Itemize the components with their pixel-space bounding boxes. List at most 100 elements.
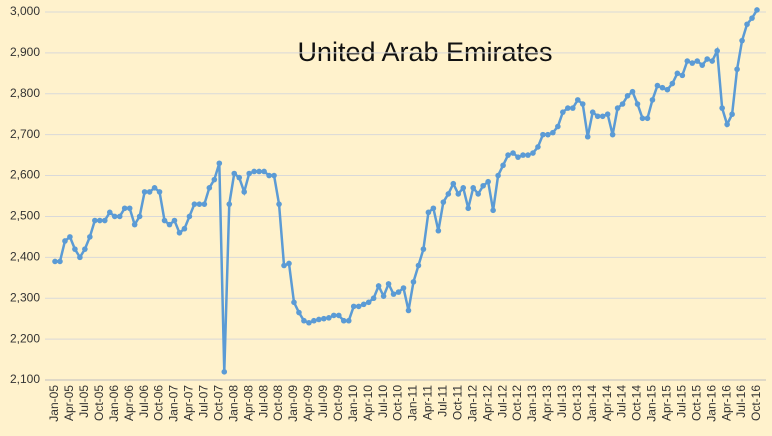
data-point	[286, 260, 292, 267]
data-point	[455, 191, 462, 197]
data-point	[674, 70, 681, 77]
data-point	[126, 205, 133, 212]
data-point	[679, 72, 686, 79]
data-point	[380, 293, 387, 299]
data-point	[714, 48, 720, 54]
x-tick-label: Oct-08	[271, 385, 285, 421]
data-point	[385, 281, 392, 287]
x-tick-label: Jan-08	[226, 385, 240, 422]
data-point	[311, 317, 317, 324]
data-point	[415, 262, 422, 269]
data-point	[545, 131, 551, 138]
x-tick-label: Jul-11	[436, 385, 450, 417]
y-tick-label: 2,900	[10, 45, 40, 59]
data-point	[365, 299, 372, 306]
data-point	[266, 172, 272, 179]
data-point	[256, 168, 262, 175]
x-tick-label: Apr-10	[361, 385, 375, 421]
data-point	[67, 234, 73, 240]
data-point	[614, 105, 621, 111]
x-tick-label: Jan-14	[585, 385, 599, 422]
data-point	[450, 180, 457, 187]
data-point	[410, 279, 417, 285]
data-point	[82, 246, 88, 252]
data-point	[201, 201, 208, 207]
data-point	[475, 191, 481, 197]
data-point	[116, 213, 123, 220]
data-point	[500, 162, 506, 169]
data-point	[505, 152, 511, 158]
data-point	[206, 185, 213, 191]
data-point	[136, 213, 143, 220]
data-point	[689, 60, 696, 66]
data-point	[754, 7, 760, 13]
data-point	[629, 88, 636, 95]
x-tick-label: Jul-09	[316, 385, 330, 418]
data-point	[550, 129, 556, 136]
y-tick-label: 2,700	[10, 127, 40, 141]
x-tick-label: Apr-16	[719, 385, 733, 421]
x-tick-label: Apr-14	[600, 385, 614, 421]
data-point	[156, 189, 163, 195]
data-point	[296, 309, 302, 316]
data-point	[465, 205, 472, 212]
x-tick-label: Jan-05	[47, 385, 61, 422]
data-point	[589, 109, 596, 115]
data-point	[276, 201, 282, 207]
data-point	[510, 150, 516, 156]
x-tick-label: Oct-16	[749, 385, 763, 421]
x-tick-label: Jul-14	[615, 385, 629, 418]
data-point	[92, 217, 98, 224]
x-tick-label: Oct-05	[92, 385, 106, 421]
x-tick-label: Oct-12	[510, 385, 524, 421]
x-tick-label: Apr-07	[182, 385, 196, 421]
y-tick-label: 3,000	[10, 4, 40, 18]
x-tick-label: Apr-05	[62, 385, 76, 421]
data-point	[560, 109, 566, 115]
data-point	[445, 191, 452, 197]
data-point	[181, 225, 188, 232]
y-tick-label: 2,100	[10, 372, 40, 386]
data-point	[360, 301, 367, 308]
data-point	[709, 58, 715, 64]
x-tick-label: Oct-13	[570, 385, 584, 421]
data-point	[271, 172, 277, 179]
data-point	[694, 58, 701, 64]
data-point	[425, 209, 432, 216]
data-point	[649, 97, 656, 103]
data-point	[301, 317, 307, 324]
x-tick-label: Apr-15	[660, 385, 674, 421]
data-point	[515, 154, 521, 160]
x-tick-label: Oct-10	[391, 385, 405, 421]
x-tick-label: Jan-06	[107, 385, 121, 422]
data-point	[405, 307, 412, 314]
data-point	[624, 93, 631, 99]
data-point	[749, 15, 755, 21]
data-point	[435, 227, 442, 234]
data-point	[634, 101, 641, 107]
x-tick-label: Jul-10	[376, 385, 390, 418]
x-tick-label: Jul-06	[137, 385, 151, 418]
x-tick-label: Jul-16	[734, 385, 748, 418]
x-tick-label: Jul-08	[256, 385, 270, 418]
x-tick-label: Jan-15	[645, 385, 659, 422]
data-point	[146, 189, 153, 195]
data-point	[664, 86, 671, 93]
data-point	[186, 213, 193, 220]
data-point	[569, 105, 576, 111]
data-point	[400, 285, 407, 291]
data-point	[101, 217, 108, 224]
x-tick-label: Apr-12	[480, 385, 494, 421]
data-point	[236, 174, 243, 181]
data-point	[321, 315, 327, 322]
data-point	[644, 115, 651, 122]
data-point	[151, 185, 158, 191]
data-point	[744, 21, 750, 28]
data-point	[131, 221, 138, 228]
x-tick-label: Jul-13	[555, 385, 569, 418]
data-point	[609, 131, 616, 138]
data-point	[216, 160, 223, 167]
y-tick-label: 2,800	[10, 86, 40, 100]
data-point	[161, 217, 168, 224]
data-point	[699, 62, 706, 68]
